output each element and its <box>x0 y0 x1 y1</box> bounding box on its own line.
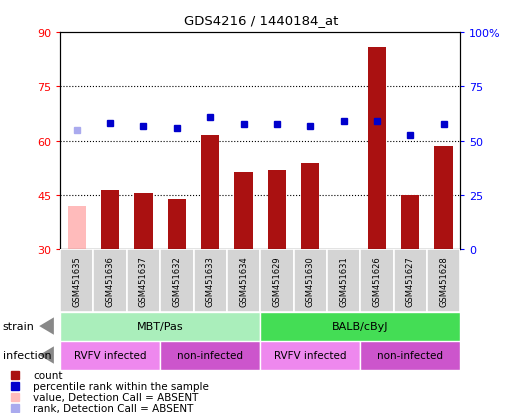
Text: infection: infection <box>3 350 51 360</box>
Bar <box>360 250 393 312</box>
Text: RVFV infected: RVFV infected <box>274 350 346 360</box>
Text: GSM451635: GSM451635 <box>72 256 81 306</box>
Text: count: count <box>33 370 63 380</box>
Text: GSM451629: GSM451629 <box>272 256 281 306</box>
Text: GSM451628: GSM451628 <box>439 256 448 306</box>
Text: GSM451632: GSM451632 <box>173 256 181 306</box>
Text: MBT/Pas: MBT/Pas <box>137 321 184 331</box>
Bar <box>260 341 360 370</box>
Text: GSM451630: GSM451630 <box>306 256 315 306</box>
Text: GSM451633: GSM451633 <box>206 256 214 306</box>
Text: strain: strain <box>3 321 35 331</box>
Bar <box>60 341 160 370</box>
Text: RVFV infected: RVFV infected <box>74 350 146 360</box>
Bar <box>260 250 293 312</box>
Text: GSM451636: GSM451636 <box>106 256 115 306</box>
Bar <box>168 199 186 250</box>
Bar <box>60 312 260 341</box>
Text: BALB/cByJ: BALB/cByJ <box>332 321 389 331</box>
Bar <box>67 206 86 250</box>
Bar <box>160 341 260 370</box>
Bar <box>301 163 320 250</box>
Bar <box>60 250 94 312</box>
Text: GSM451627: GSM451627 <box>406 256 415 306</box>
Bar <box>101 190 119 250</box>
Bar <box>260 312 460 341</box>
Bar <box>327 250 360 312</box>
Bar <box>160 250 194 312</box>
Bar <box>227 250 260 312</box>
Bar <box>268 170 286 250</box>
Text: GSM451626: GSM451626 <box>372 256 381 306</box>
Bar <box>293 250 327 312</box>
Bar <box>194 250 227 312</box>
Text: non-infected: non-infected <box>377 350 443 360</box>
Bar <box>201 136 219 250</box>
Text: non-infected: non-infected <box>177 350 243 360</box>
Bar <box>427 250 460 312</box>
Bar <box>401 196 419 250</box>
Bar <box>134 194 153 250</box>
Bar <box>94 250 127 312</box>
Bar <box>127 250 160 312</box>
Bar <box>394 250 427 312</box>
Text: GSM451634: GSM451634 <box>239 256 248 306</box>
Text: value, Detection Call = ABSENT: value, Detection Call = ABSENT <box>33 392 199 402</box>
Bar <box>368 47 386 250</box>
Text: GSM451631: GSM451631 <box>339 256 348 306</box>
Polygon shape <box>39 347 54 364</box>
Bar <box>234 172 253 250</box>
Text: GSM451637: GSM451637 <box>139 256 148 306</box>
Bar <box>360 341 460 370</box>
Text: rank, Detection Call = ABSENT: rank, Detection Call = ABSENT <box>33 403 194 413</box>
Text: percentile rank within the sample: percentile rank within the sample <box>33 381 209 391</box>
Text: GDS4216 / 1440184_at: GDS4216 / 1440184_at <box>184 14 339 27</box>
Polygon shape <box>39 318 54 335</box>
Bar <box>435 147 453 250</box>
